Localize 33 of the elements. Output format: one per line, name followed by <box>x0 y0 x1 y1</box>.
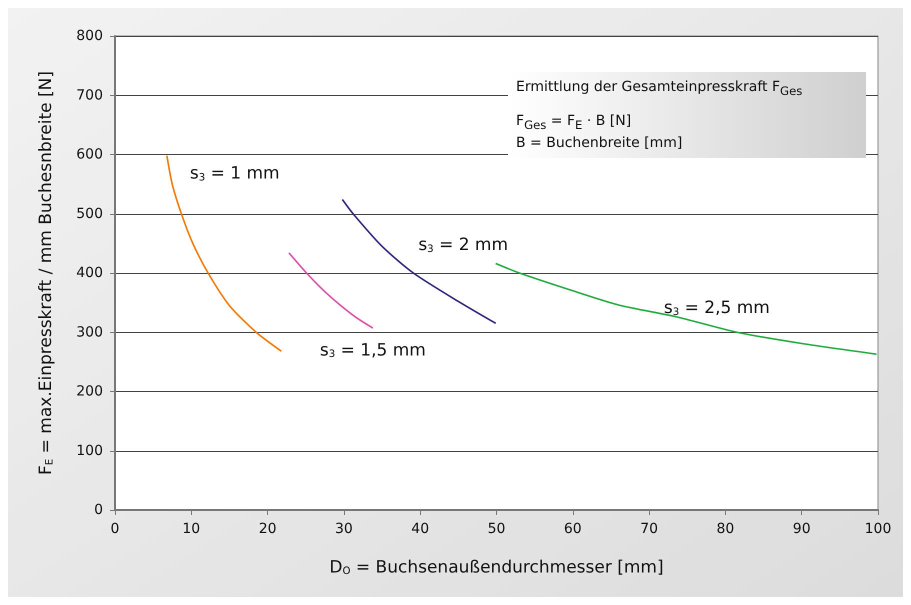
annotation: F$_{Ges}$ = F$_{E}$ · B [N] <box>516 112 632 134</box>
annotation: B = Buchenbreite [mm] <box>516 134 684 152</box>
x-tick-label: 80 <box>716 521 734 537</box>
annotation: Ermittlung der Gesamteinpresskraft F$_{Ges}$ <box>516 78 804 100</box>
y-tick-label: 100 <box>76 442 103 459</box>
x-tick-label: 60 <box>564 521 582 537</box>
y-tick-label: 200 <box>76 384 103 400</box>
note-box: Ermittlung der Gesamteinpresskraft F$_{Ges}$ F$_{Ges}$ = F$_{E}$ · B [N] B = Buchenbreite [mm] <box>508 72 866 158</box>
x-tick-label: 20 <box>258 521 277 537</box>
series-label: s3 = 1,5 mm <box>320 340 426 360</box>
x-tick-label: 90 <box>792 521 811 537</box>
x-tick-label: 50 <box>488 521 506 537</box>
x-tick-label: 40 <box>411 521 430 537</box>
x-tick-label: 70 <box>640 521 658 537</box>
y-tick-label: 300 <box>76 324 103 340</box>
x-tick-label: 30 <box>334 521 353 537</box>
x-tick-label: 100 <box>864 521 892 537</box>
line-series <box>166 154 282 352</box>
y-tick-label: 800 <box>76 28 103 44</box>
x-axis-title: DO = Buchsenaußendurchmesser [mm] <box>329 557 664 578</box>
line-series <box>494 262 878 355</box>
y-tick-label: 700 <box>76 87 103 104</box>
y-axis-title: FE = max.Einpresskraft / mm Buchesnbreite [N] <box>36 71 56 475</box>
y-tick-label: 400 <box>76 265 103 281</box>
series-label: s3 = 2,5 mm <box>664 298 770 318</box>
y-tick-label: 600 <box>76 146 103 162</box>
line-series <box>288 252 374 329</box>
series-label: s3 = 1 mm <box>190 164 280 184</box>
series-label: s3 = 2 mm <box>418 235 508 255</box>
x-tick-label: 0 <box>110 521 120 537</box>
y-tick-label: 0 <box>94 502 103 518</box>
x-tick-label: 10 <box>182 521 200 537</box>
y-tick-label: 500 <box>76 206 103 222</box>
